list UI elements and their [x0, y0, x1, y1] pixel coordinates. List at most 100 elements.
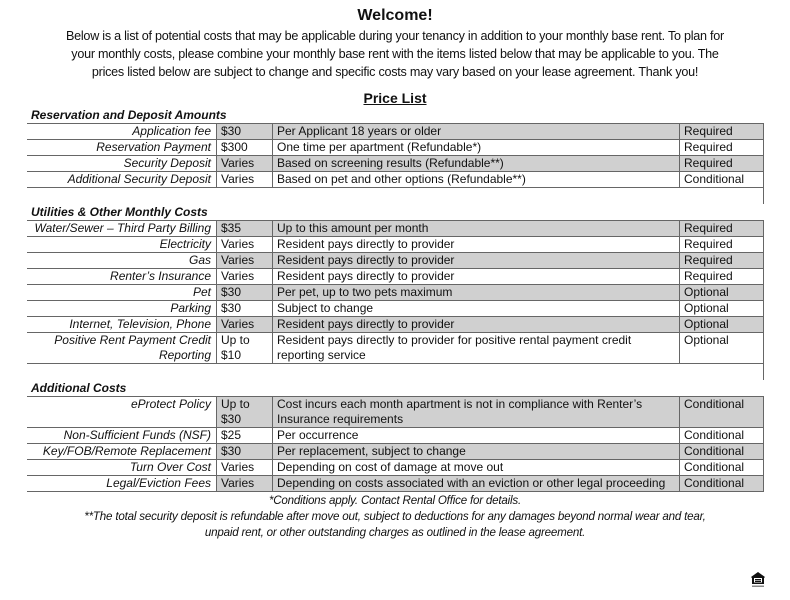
- item-label: Turn Over Cost: [129, 460, 211, 474]
- item-label: Electricity: [159, 237, 211, 251]
- description-cell: Subject to change: [272, 301, 679, 316]
- table-row: Turn Over Cost Varies Depending on cost of…: [27, 459, 764, 475]
- item-label: eProtect Policy: [130, 397, 211, 411]
- item-label: Key/FOB/Remote Replacement: [42, 444, 211, 458]
- item-label: Internet, Television, Phone: [69, 317, 211, 331]
- item-label: Additional Security Deposit: [67, 172, 211, 186]
- table-row: Key/FOB/Remote Replacement $30 Per replace…: [27, 443, 764, 459]
- price-cell: Varies: [216, 476, 272, 491]
- table-row: Electricity Varies Resident pays directly …: [27, 236, 764, 252]
- item-label: Non-Sufficient Funds (NSF): [63, 428, 211, 442]
- description-cell: Depending on costs associated with an ev…: [272, 476, 679, 491]
- table-row: Internet, Television, Phone Varies Residen…: [27, 316, 764, 332]
- table-row: Non-Sufficient Funds (NSF) $25 Per occurre…: [27, 427, 764, 443]
- price-cell: Varies: [216, 317, 272, 332]
- equal-housing-opportunity-icon: [751, 572, 765, 587]
- table-row: Parking $30 Subject to change Optional: [27, 300, 764, 316]
- item-label: Water/Sewer – Third Party Billing: [34, 221, 211, 235]
- item-label: Reservation Payment: [96, 140, 211, 154]
- item-label: Positive Rent Payment Credit Reporting: [54, 333, 211, 362]
- price-list-content: Reservation and Deposit Amounts Applicati…: [0, 107, 790, 541]
- intro-line: Below is a list of potential costs that …: [65, 29, 725, 43]
- intro-line: your monthly costs, please combine your …: [71, 47, 719, 61]
- item-label: Pet: [192, 285, 211, 299]
- section-title: Additional Costs: [31, 381, 127, 395]
- description-cell: Resident pays directly to provider: [272, 269, 679, 284]
- description-cell: Based on pet and other options (Refundab…: [272, 172, 679, 187]
- status-cell: Required: [679, 253, 764, 268]
- price-cell: $30: [216, 124, 272, 139]
- description-cell: Up to this amount per month: [272, 221, 679, 236]
- status-cell: Optional: [679, 301, 764, 316]
- table-row: Renter’s Insurance Varies Resident pays di…: [27, 268, 764, 284]
- table-row: Water/Sewer – Third Party Billing $35 Up t…: [27, 220, 764, 236]
- section-gap: [679, 364, 764, 380]
- status-cell: Required: [679, 124, 764, 139]
- description-cell: Resident pays directly to provider: [272, 253, 679, 268]
- description-cell: Resident pays directly to provider: [272, 317, 679, 332]
- status-cell: Optional: [679, 333, 764, 363]
- price-cell: $25: [216, 428, 272, 443]
- table-row: Gas Varies Resident pays directly to provi…: [27, 252, 764, 268]
- price-cell: $30: [216, 301, 272, 316]
- status-cell: Conditional: [679, 397, 764, 427]
- status-cell: Required: [679, 237, 764, 252]
- price-cell: Varies: [216, 156, 272, 171]
- section-gap: [679, 188, 764, 204]
- table-row: Pet $30 Per pet, up to two pets maximum Opt…: [27, 284, 764, 300]
- table-row: Legal/Eviction Fees Varies Depending on co…: [27, 475, 764, 492]
- price-cell: Varies: [216, 269, 272, 284]
- footnote-security-deposit-cont: unpaid rent, or other outstanding charge…: [204, 526, 586, 539]
- description-cell: Resident pays directly to provider for p…: [272, 333, 679, 363]
- price-cell: Up to $10: [216, 333, 272, 363]
- description-cell: Depending on cost of damage at move out: [272, 460, 679, 475]
- description-cell: One time per apartment (Refundable*): [272, 140, 679, 155]
- footnote-security-deposit: **The total security deposit is refundab…: [84, 510, 706, 523]
- price-list-title: Price List: [363, 90, 427, 106]
- description-cell: Per occurrence: [272, 428, 679, 443]
- item-label: Renter’s Insurance: [110, 269, 211, 283]
- page-title: Welcome!: [357, 7, 433, 24]
- status-cell: Optional: [679, 285, 764, 300]
- item-label: Application fee: [132, 124, 211, 138]
- status-cell: Optional: [679, 317, 764, 332]
- description-cell: Cost incurs each month apartment is not …: [272, 397, 679, 427]
- price-list-table: Reservation and Deposit Amounts Applicati…: [27, 107, 764, 492]
- description-cell: Resident pays directly to provider: [272, 237, 679, 252]
- table-row: Reservation Payment $300 One time per apar…: [27, 139, 764, 155]
- table-row: Additional Security Deposit Varies Based o…: [27, 171, 764, 188]
- price-cell: Varies: [216, 253, 272, 268]
- item-label: Parking: [170, 301, 211, 315]
- status-cell: Conditional: [679, 428, 764, 443]
- table-row: Security Deposit Varies Based on screening…: [27, 155, 764, 171]
- table-row: eProtect Policy Up to $30 Cost incurs each…: [27, 396, 764, 427]
- item-label: Legal/Eviction Fees: [106, 476, 211, 490]
- status-cell: Required: [679, 221, 764, 236]
- status-cell: Required: [679, 140, 764, 155]
- price-cell: $300: [216, 140, 272, 155]
- price-cell: $30: [216, 444, 272, 459]
- intro-line: prices listed below are subject to chang…: [91, 65, 699, 79]
- status-cell: Conditional: [679, 444, 764, 459]
- price-cell: $30: [216, 285, 272, 300]
- price-cell: $35: [216, 221, 272, 236]
- intro-paragraph: Below is a list of potential costs that …: [0, 27, 790, 81]
- section-title: Reservation and Deposit Amounts: [31, 108, 227, 122]
- description-cell: Per replacement, subject to change: [272, 444, 679, 459]
- status-cell: Conditional: [679, 476, 764, 491]
- description-cell: Per pet, up to two pets maximum: [272, 285, 679, 300]
- price-cell: Varies: [216, 172, 272, 187]
- description-cell: Per Applicant 18 years or older: [272, 124, 679, 139]
- status-cell: Conditional: [679, 172, 764, 187]
- price-cell: Varies: [216, 460, 272, 475]
- footnote-conditions: *Conditions apply. Contact Rental Office…: [268, 494, 522, 507]
- item-label: Gas: [188, 253, 211, 267]
- status-cell: Required: [679, 156, 764, 171]
- price-cell: Varies: [216, 237, 272, 252]
- table-row: Application fee $30 Per Applicant 18 years…: [27, 123, 764, 139]
- status-cell: Required: [679, 269, 764, 284]
- status-cell: Conditional: [679, 460, 764, 475]
- item-label: Security Deposit: [123, 156, 211, 170]
- section-title: Utilities & Other Monthly Costs: [31, 205, 208, 219]
- price-cell: Up to $30: [216, 397, 272, 427]
